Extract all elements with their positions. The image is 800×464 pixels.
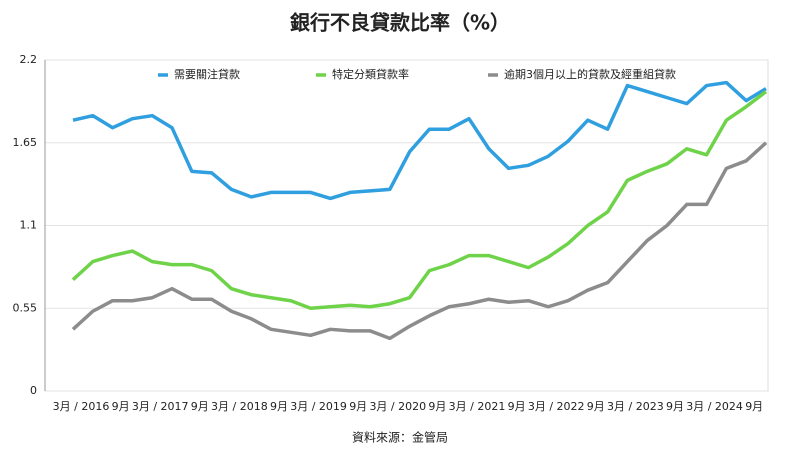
chart-title: 銀行不良貸款比率（%） [290,11,510,35]
x-tick-label: 9月 [587,400,605,413]
x-tick-label: 3月 / 2019 [290,400,347,413]
x-tick-label: 9月 [270,400,288,413]
x-tick-label: 3月 / 2020 [369,400,426,413]
x-tick-label: 3月 / 2023 [607,400,664,413]
x-tick-label: 9月 [508,400,526,413]
x-tick-label: 9月 [428,400,446,413]
series-line [71,141,768,341]
x-tick-label: 3月 / 2017 [132,400,189,413]
y-tick-label: 0.55 [13,301,38,314]
x-tick-label: 3月 / 2021 [449,400,506,413]
legend-label: 需要關注貸款 [174,67,240,81]
x-tick-label: 3月 / 2022 [528,400,585,413]
series-line [71,90,768,310]
x-tick-label: 9月 [349,400,367,413]
x-tick-label: 9月 [745,400,763,413]
source-note: 資料來源：金管局 [352,430,448,445]
x-tick-label: 3月 / 2018 [211,400,268,413]
x-tick-label: 9月 [112,400,130,413]
y-tick-label: 1.65 [13,136,38,149]
series-line [72,80,767,201]
x-tick-label: 3月 / 2024 [686,400,743,413]
y-tick-label: 0 [30,384,37,397]
legend-label: 逾期3個月以上的貸款及經重組貸款 [504,67,676,81]
y-tick-label: 2.2 [20,53,38,66]
x-tick-label: 9月 [666,400,684,413]
y-tick-label: 1.1 [20,219,38,232]
x-tick-label: 9月 [191,400,209,413]
x-tick-label: 3月 / 2016 [53,400,110,413]
legend-label: 特定分類貸款率 [332,67,409,81]
